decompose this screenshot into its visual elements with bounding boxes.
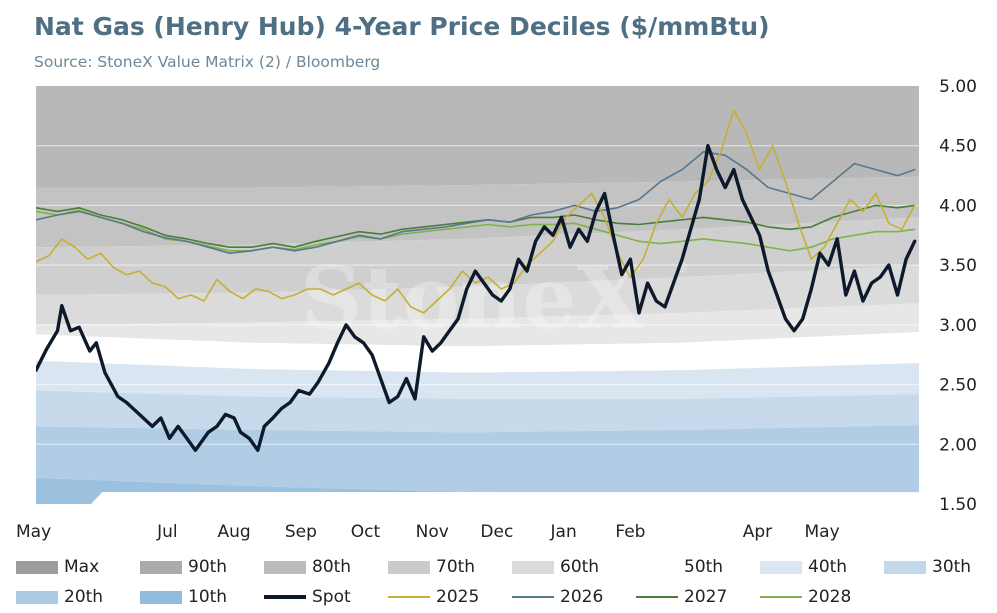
legend-item-20th: 20th bbox=[16, 587, 140, 607]
legend-label: 10th bbox=[188, 587, 228, 607]
legend-swatch bbox=[140, 560, 182, 574]
legend-label: 70th bbox=[436, 557, 476, 577]
x-tick-label: Nov bbox=[416, 522, 449, 542]
legend-label: 2025 bbox=[436, 587, 480, 607]
series-line-2025 bbox=[36, 109, 916, 314]
legend-item-80th: 80th bbox=[264, 557, 388, 577]
legend-label: 2027 bbox=[684, 587, 728, 607]
band-80th bbox=[36, 217, 919, 295]
legend-line-swatch bbox=[636, 596, 678, 598]
legend-swatch bbox=[264, 560, 306, 574]
legend-label: 60th bbox=[560, 557, 600, 577]
y-tick-label: 3.00 bbox=[939, 316, 977, 336]
legend-row: 20th 10th Spot 2025 2026 2027 2028 bbox=[16, 582, 981, 612]
legend-label: 2028 bbox=[808, 587, 852, 607]
series-line-2026 bbox=[36, 150, 916, 254]
x-tick-label: May bbox=[16, 522, 51, 542]
legend-label: 80th bbox=[312, 557, 352, 577]
chart-legend: Max 90th 80th 70th 60th 50th 40th 30th 20th 10th… bbox=[16, 552, 981, 612]
legend-label: 90th bbox=[188, 557, 228, 577]
legend-row: Max 90th 80th 70th 60th 50th 40th 30th bbox=[16, 552, 981, 582]
band-20th bbox=[36, 425, 919, 495]
legend-swatch bbox=[884, 560, 926, 574]
legend-swatch bbox=[16, 590, 58, 604]
legend-item-2027: 2027 bbox=[636, 587, 760, 607]
legend-label: 50th bbox=[684, 557, 724, 577]
legend-item-max: Max bbox=[16, 557, 140, 577]
y-tick-label: 1.50 bbox=[939, 495, 977, 515]
band-30th bbox=[36, 390, 919, 433]
legend-line-swatch bbox=[760, 596, 802, 598]
legend-item-60th: 60th bbox=[512, 557, 636, 577]
legend-swatch bbox=[636, 560, 678, 574]
x-tick-label: Sep bbox=[285, 522, 317, 542]
chart-title: Nat Gas (Henry Hub) 4-Year Price Deciles… bbox=[34, 12, 770, 41]
legend-label: 30th bbox=[932, 557, 972, 577]
band-10th bbox=[36, 477, 919, 504]
band-max bbox=[36, 86, 919, 188]
legend-line-swatch bbox=[512, 596, 554, 598]
x-tick-label: Feb bbox=[615, 522, 645, 542]
legend-label: 2026 bbox=[560, 587, 604, 607]
x-tick-label: Jan bbox=[550, 522, 577, 542]
legend-item-50th: 50th bbox=[636, 557, 760, 577]
x-tick-label: Oct bbox=[351, 522, 381, 542]
legend-label: Spot bbox=[312, 587, 351, 607]
band-50th bbox=[36, 332, 919, 373]
legend-item-spot: Spot bbox=[264, 587, 388, 607]
x-tick-label: Apr bbox=[743, 522, 772, 542]
legend-line-swatch bbox=[388, 596, 430, 598]
y-tick-label: 2.50 bbox=[939, 376, 977, 396]
legend-item-2026: 2026 bbox=[512, 587, 636, 607]
band-70th bbox=[36, 265, 919, 325]
y-tick-label: 2.00 bbox=[939, 435, 977, 455]
chart-subtitle: Source: StoneX Value Matrix (2) / Bloomb… bbox=[34, 53, 381, 71]
x-tick-label: May bbox=[805, 522, 840, 542]
legend-item-2028: 2028 bbox=[760, 587, 884, 607]
legend-label: 20th bbox=[64, 587, 104, 607]
price-decile-chart: StoneX ® 1.502.002.503.003.504.004.505.0… bbox=[16, 77, 977, 542]
legend-item-30th: 30th bbox=[884, 557, 980, 577]
band-90th bbox=[36, 176, 919, 248]
legend-swatch bbox=[512, 560, 554, 574]
legend-item-70th: 70th bbox=[388, 557, 512, 577]
y-tick-label: 4.50 bbox=[939, 137, 977, 157]
legend-item-90th: 90th bbox=[140, 557, 264, 577]
band-floor bbox=[36, 492, 919, 504]
y-tick-label: 4.00 bbox=[939, 196, 977, 216]
legend-swatch bbox=[140, 590, 182, 604]
legend-item-40th: 40th bbox=[760, 557, 884, 577]
legend-swatch bbox=[760, 560, 802, 574]
legend-line-swatch bbox=[264, 595, 306, 599]
y-tick-label: 5.00 bbox=[939, 77, 977, 97]
stonex-watermark: StoneX bbox=[300, 248, 643, 349]
series-line-spot bbox=[36, 144, 917, 452]
legend-item-2025: 2025 bbox=[388, 587, 512, 607]
legend-label: 40th bbox=[808, 557, 848, 577]
x-tick-label: Aug bbox=[218, 522, 251, 542]
x-tick-label: Dec bbox=[480, 522, 513, 542]
legend-swatch bbox=[16, 560, 58, 574]
x-tick-label: Jul bbox=[156, 522, 178, 542]
band-40th bbox=[36, 360, 919, 399]
legend-swatch bbox=[388, 560, 430, 574]
y-tick-label: 3.50 bbox=[939, 256, 977, 276]
legend-label: Max bbox=[64, 557, 100, 577]
legend-item-10th: 10th bbox=[140, 587, 264, 607]
